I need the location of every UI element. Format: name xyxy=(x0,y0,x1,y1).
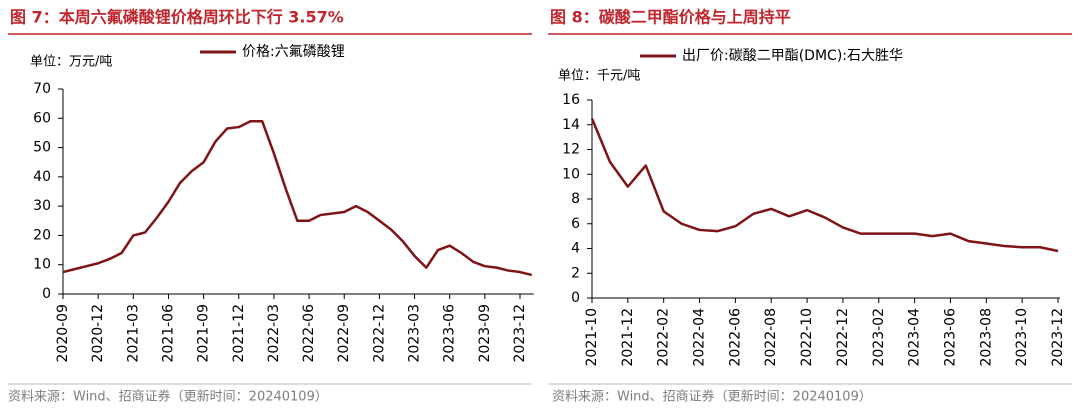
x-tick-label: 2022-03 xyxy=(266,304,282,363)
x-tick-label: 2023-10 xyxy=(1014,308,1030,367)
y-tick-label: 2 xyxy=(571,265,580,281)
x-tick-label: 2023-12 xyxy=(1050,308,1066,367)
y-tick-label: 20 xyxy=(33,227,51,243)
x-tick-label: 2022-12 xyxy=(835,308,851,367)
y-tick-label: 0 xyxy=(42,286,51,302)
unit-label: 单位：千元/吨 xyxy=(558,69,640,84)
x-tick-label: 2023-02 xyxy=(871,308,887,367)
y-tick-label: 6 xyxy=(571,216,580,232)
y-tick-label: 70 xyxy=(33,81,51,97)
y-tick-label: 40 xyxy=(33,169,51,185)
y-tick-label: 50 xyxy=(33,140,51,156)
x-tick-label: 2023-06 xyxy=(942,308,958,367)
x-tick-label: 2021-10 xyxy=(584,308,600,367)
x-tick-label: 2022-10 xyxy=(799,308,815,367)
y-tick-label: 4 xyxy=(571,241,580,257)
y-tick-label: 0 xyxy=(571,290,580,306)
legend-label: 出厂价:碳酸二甲酯(DMC):石大胜华 xyxy=(682,48,903,64)
y-tick-label: 12 xyxy=(562,142,580,158)
x-tick-label: 2022-06 xyxy=(301,304,317,363)
x-tick-label: 2022-12 xyxy=(371,304,387,363)
x-tick-label: 2020-09 xyxy=(55,304,71,363)
data-line xyxy=(62,119,533,277)
x-tick-label: 2022-02 xyxy=(656,308,672,367)
source-note: 资料来源：Wind、招商证券（更新时间：20240109） xyxy=(8,389,328,405)
chart-title: 图 8：碳酸二甲酯价格与上周持平 xyxy=(550,8,791,27)
y-tick-label: 14 xyxy=(562,117,580,133)
x-tick-label: 2023-12 xyxy=(512,304,528,363)
x-tick-label: 2021-12 xyxy=(231,304,247,363)
x-tick-label: 2022-06 xyxy=(727,308,743,367)
unit-label: 单位：万元/吨 xyxy=(30,55,112,70)
y-tick-label: 10 xyxy=(562,166,580,182)
y-tick-label: 10 xyxy=(33,257,51,273)
x-tick-label: 2020-12 xyxy=(90,304,106,363)
data-line xyxy=(590,118,1059,253)
legend-label: 价格:六氟磷酸锂 xyxy=(242,44,345,60)
x-tick-label: 2022-08 xyxy=(763,308,779,367)
y-tick-label: 60 xyxy=(33,110,51,126)
chart-title: 图 7：本周六氟磷酸锂价格周环比下行 3.57% xyxy=(10,8,344,27)
x-tick-label: 2021-12 xyxy=(620,308,636,367)
x-tick-label: 2022-04 xyxy=(692,308,708,367)
x-tick-label: 2023-04 xyxy=(907,308,923,367)
x-tick-label: 2021-03 xyxy=(125,304,141,363)
x-tick-label: 2023-03 xyxy=(407,304,423,363)
y-tick-label: 30 xyxy=(33,198,51,214)
x-tick-label: 2023-06 xyxy=(442,304,458,363)
x-tick-label: 2022-09 xyxy=(336,304,352,363)
x-tick-label: 2021-06 xyxy=(160,304,176,363)
y-tick-label: 16 xyxy=(562,92,580,108)
y-tick-label: 8 xyxy=(571,191,580,207)
x-tick-label: 2021-09 xyxy=(196,304,212,363)
source-note: 资料来源：Wind、招商证券（更新时间：20240109） xyxy=(552,389,872,405)
x-tick-label: 2023-08 xyxy=(978,308,994,367)
x-tick-label: 2023-09 xyxy=(477,304,493,363)
